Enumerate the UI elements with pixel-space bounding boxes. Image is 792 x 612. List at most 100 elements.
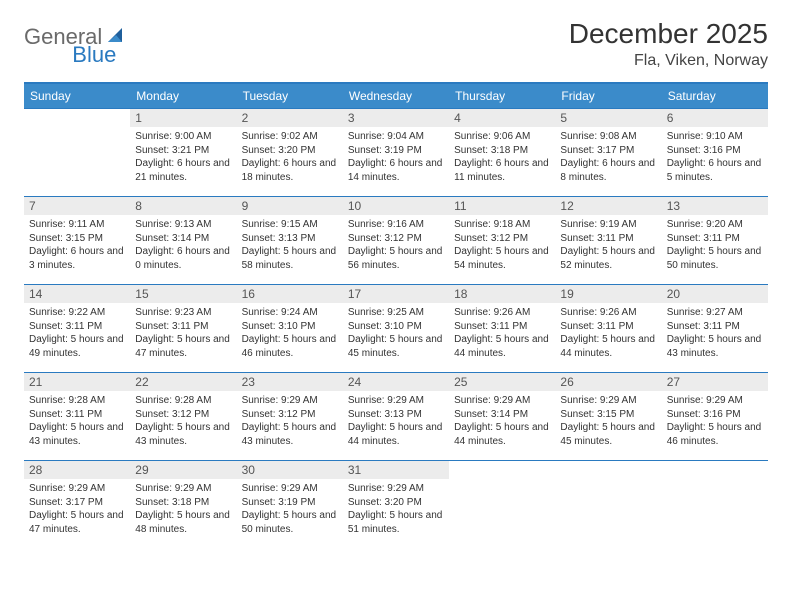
sunset-text: Sunset: 3:20 PM [348,496,444,510]
day-cell: 13Sunrise: 9:20 AMSunset: 3:11 PMDayligh… [662,197,768,285]
daylight-text: Daylight: 5 hours and 43 minutes. [29,421,125,448]
daylight-text: Daylight: 5 hours and 43 minutes. [135,421,231,448]
daylight-text: Daylight: 5 hours and 46 minutes. [667,421,763,448]
daylight-text: Daylight: 5 hours and 43 minutes. [667,333,763,360]
day-info: Sunrise: 9:23 AMSunset: 3:11 PMDaylight:… [130,303,236,363]
daylight-text: Daylight: 5 hours and 56 minutes. [348,245,444,272]
day-info: Sunrise: 9:29 AMSunset: 3:19 PMDaylight:… [237,479,343,539]
week-row: 28Sunrise: 9:29 AMSunset: 3:17 PMDayligh… [24,461,768,549]
day-number: 11 [449,197,555,215]
sunrise-text: Sunrise: 9:29 AM [348,482,444,496]
day-cell [662,461,768,549]
day-info: Sunrise: 9:29 AMSunset: 3:13 PMDaylight:… [343,391,449,451]
header: General Blue December 2025 Fla, Viken, N… [24,18,768,70]
dayhead-tue: Tuesday [237,83,343,109]
sunset-text: Sunset: 3:11 PM [29,408,125,422]
day-cell: 9 Sunrise: 9:15 AMSunset: 3:13 PMDaylight… [237,197,343,285]
day-cell: 5Sunrise: 9:08 AMSunset: 3:17 PMDaylight… [555,109,661,197]
day-info: Sunrise: 9:29 AMSunset: 3:12 PMDaylight:… [237,391,343,451]
day-info: Sunrise: 9:25 AMSunset: 3:10 PMDaylight:… [343,303,449,363]
day-cell [555,461,661,549]
day-cell: 11Sunrise: 9:18 AMSunset: 3:12 PMDayligh… [449,197,555,285]
logo: General Blue [24,24,174,50]
day-info: Sunrise: 9:27 AMSunset: 3:11 PMDaylight:… [662,303,768,363]
dayhead-fri: Friday [555,83,661,109]
day-number: 6 [662,109,768,127]
day-number: 22 [130,373,236,391]
sunset-text: Sunset: 3:14 PM [454,408,550,422]
dayhead-thu: Thursday [449,83,555,109]
day-info: Sunrise: 9:11 AMSunset: 3:15 PMDaylight:… [24,215,130,275]
sunrise-text: Sunrise: 9:13 AM [135,218,231,232]
sunrise-text: Sunrise: 9:24 AM [242,306,338,320]
day-info: Sunrise: 9:26 AMSunset: 3:11 PMDaylight:… [555,303,661,363]
sunrise-text: Sunrise: 9:26 AM [560,306,656,320]
day-cell: 4Sunrise: 9:06 AMSunset: 3:18 PMDaylight… [449,109,555,197]
sunset-text: Sunset: 3:12 PM [348,232,444,246]
sunrise-text: Sunrise: 9:28 AM [29,394,125,408]
daylight-text: Daylight: 5 hours and 44 minutes. [454,421,550,448]
day-cell: 26Sunrise: 9:29 AMSunset: 3:15 PMDayligh… [555,373,661,461]
day-info: Sunrise: 9:24 AMSunset: 3:10 PMDaylight:… [237,303,343,363]
day-number: 2 [237,109,343,127]
daylight-text: Daylight: 5 hours and 44 minutes. [560,333,656,360]
day-number: 14 [24,285,130,303]
daylight-text: Daylight: 5 hours and 47 minutes. [29,509,125,536]
sunset-text: Sunset: 3:11 PM [454,320,550,334]
sunset-text: Sunset: 3:16 PM [667,408,763,422]
day-cell: 6Sunrise: 9:10 AMSunset: 3:16 PMDaylight… [662,109,768,197]
day-cell: 12Sunrise: 9:19 AMSunset: 3:11 PMDayligh… [555,197,661,285]
daylight-text: Daylight: 6 hours and 0 minutes. [135,245,231,272]
sunset-text: Sunset: 3:12 PM [242,408,338,422]
sunset-text: Sunset: 3:13 PM [242,232,338,246]
daylight-text: Daylight: 6 hours and 5 minutes. [667,157,763,184]
day-number: 31 [343,461,449,479]
sunrise-text: Sunrise: 9:29 AM [348,394,444,408]
sunrise-text: Sunrise: 9:16 AM [348,218,444,232]
day-number: 9 [237,197,343,215]
sunrise-text: Sunrise: 9:00 AM [135,130,231,144]
sunrise-text: Sunrise: 9:20 AM [667,218,763,232]
day-number: 4 [449,109,555,127]
sunset-text: Sunset: 3:18 PM [135,496,231,510]
day-number: 18 [449,285,555,303]
sunrise-text: Sunrise: 9:15 AM [242,218,338,232]
sunset-text: Sunset: 3:17 PM [560,144,656,158]
daylight-text: Daylight: 6 hours and 18 minutes. [242,157,338,184]
day-number: 1 [130,109,236,127]
day-number: 16 [237,285,343,303]
logo-text-blue: Blue [72,42,116,68]
day-info: Sunrise: 9:26 AMSunset: 3:11 PMDaylight:… [449,303,555,363]
daylight-text: Daylight: 5 hours and 52 minutes. [560,245,656,272]
day-info: Sunrise: 9:29 AMSunset: 3:14 PMDaylight:… [449,391,555,451]
sunrise-text: Sunrise: 9:22 AM [29,306,125,320]
week-row: 21Sunrise: 9:28 AMSunset: 3:11 PMDayligh… [24,373,768,461]
day-cell: 3Sunrise: 9:04 AMSunset: 3:19 PMDaylight… [343,109,449,197]
daylight-text: Daylight: 6 hours and 11 minutes. [454,157,550,184]
day-number: 8 [130,197,236,215]
day-info: Sunrise: 9:00 AMSunset: 3:21 PMDaylight:… [130,127,236,187]
day-cell: 17Sunrise: 9:25 AMSunset: 3:10 PMDayligh… [343,285,449,373]
sunrise-text: Sunrise: 9:10 AM [667,130,763,144]
day-cell: 16Sunrise: 9:24 AMSunset: 3:10 PMDayligh… [237,285,343,373]
day-number: 20 [662,285,768,303]
day-cell: 28Sunrise: 9:29 AMSunset: 3:17 PMDayligh… [24,461,130,549]
sunrise-text: Sunrise: 9:29 AM [667,394,763,408]
daylight-text: Daylight: 5 hours and 46 minutes. [242,333,338,360]
sunset-text: Sunset: 3:12 PM [135,408,231,422]
title-block: December 2025 Fla, Viken, Norway [569,18,768,70]
sunset-text: Sunset: 3:10 PM [348,320,444,334]
sunrise-text: Sunrise: 9:19 AM [560,218,656,232]
daylight-text: Daylight: 5 hours and 48 minutes. [135,509,231,536]
sunset-text: Sunset: 3:11 PM [667,320,763,334]
daylight-text: Daylight: 5 hours and 44 minutes. [454,333,550,360]
dayhead-sat: Saturday [662,83,768,109]
sunrise-text: Sunrise: 9:29 AM [560,394,656,408]
day-cell: 1Sunrise: 9:00 AMSunset: 3:21 PMDaylight… [130,109,236,197]
daylight-text: Daylight: 5 hours and 45 minutes. [348,333,444,360]
daylight-text: Daylight: 5 hours and 58 minutes. [242,245,338,272]
sunrise-text: Sunrise: 9:11 AM [29,218,125,232]
day-cell: 23Sunrise: 9:29 AMSunset: 3:12 PMDayligh… [237,373,343,461]
day-cell: 2Sunrise: 9:02 AMSunset: 3:20 PMDaylight… [237,109,343,197]
daylight-text: Daylight: 5 hours and 49 minutes. [29,333,125,360]
